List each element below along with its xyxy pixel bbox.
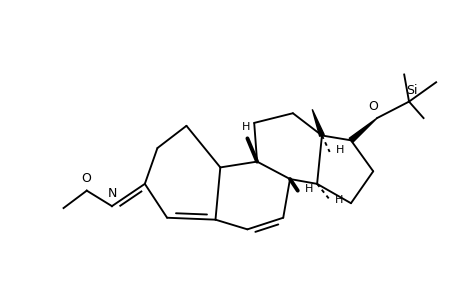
Text: O: O — [368, 100, 377, 113]
Text: Si: Si — [405, 84, 417, 97]
Polygon shape — [312, 110, 324, 136]
Text: H: H — [304, 184, 312, 194]
Polygon shape — [348, 118, 376, 142]
Text: H: H — [334, 195, 342, 205]
Text: H: H — [242, 122, 250, 132]
Text: H: H — [335, 145, 343, 155]
Text: O: O — [81, 172, 90, 185]
Text: N: N — [108, 187, 118, 200]
